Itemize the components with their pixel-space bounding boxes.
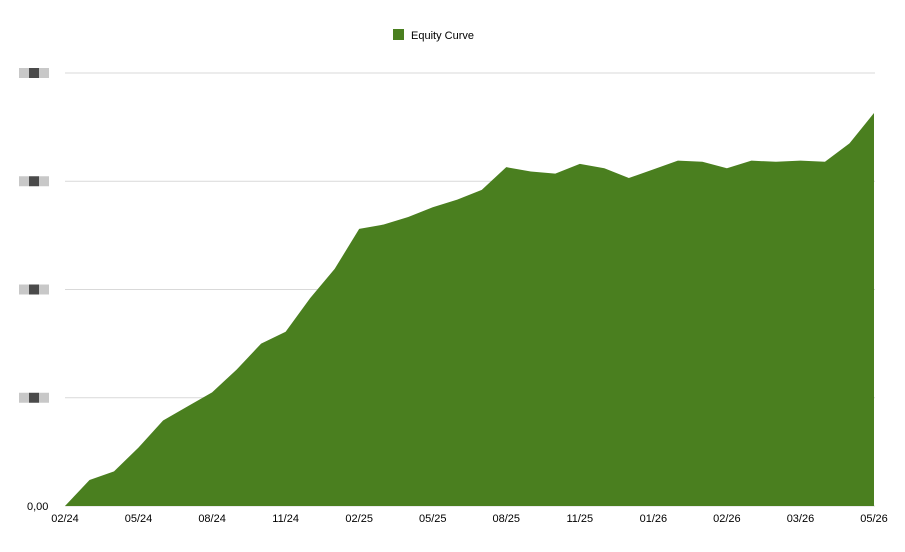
x-tick-label-0: 02/24	[51, 513, 79, 525]
x-tick-label-2: 08/24	[198, 513, 226, 525]
x-tick-label-3: 11/24	[272, 513, 299, 525]
chart-legend: Equity Curve	[393, 29, 474, 42]
x-tick-label-5: 05/25	[419, 513, 447, 525]
area-series-equity-curve	[65, 113, 874, 507]
redaction-block-1-2	[39, 392, 49, 403]
x-tick-label-4: 02/25	[345, 513, 373, 525]
plot-area	[65, 113, 874, 507]
y-tick-label-0: 0,00	[27, 501, 48, 513]
x-tick-label-1: 05/24	[125, 513, 153, 525]
x-axis-tick-labels: 02/24 05/24 08/24 11/24 02/25 05/25 08/25 11/25…	[51, 513, 888, 525]
redaction-block-4-2	[39, 68, 49, 78]
x-tick-label-11: 05/26	[860, 513, 888, 525]
y-tick-label-redacted-2	[19, 284, 49, 295]
redaction-block-1-0	[19, 392, 29, 403]
y-axis-tick-labels: 0,00	[19, 68, 49, 513]
legend-label-equity-curve: Equity Curve	[411, 30, 474, 42]
redaction-block-2-1	[29, 284, 39, 295]
y-tick-label-redacted-3	[19, 176, 49, 187]
x-tick-label-6: 08/25	[493, 513, 521, 525]
y-tick-label-redacted-1	[19, 392, 49, 403]
y-tick-label-redacted-4	[19, 68, 49, 78]
x-tick-label-10: 03/26	[787, 513, 815, 525]
redaction-block-3-1	[29, 176, 39, 187]
redaction-block-2-0	[19, 284, 29, 295]
redaction-block-3-0	[19, 176, 29, 187]
redaction-block-2-2	[39, 284, 49, 295]
legend-swatch-equity-curve	[393, 29, 404, 40]
x-tick-label-9: 02/26	[713, 513, 741, 525]
redaction-block-4-1	[29, 68, 39, 78]
redaction-block-4-0	[19, 68, 29, 78]
x-tick-label-7: 11/25	[566, 513, 593, 525]
redaction-block-3-2	[39, 176, 49, 187]
redaction-block-1-1	[29, 392, 39, 403]
x-tick-label-8: 01/26	[640, 513, 668, 525]
